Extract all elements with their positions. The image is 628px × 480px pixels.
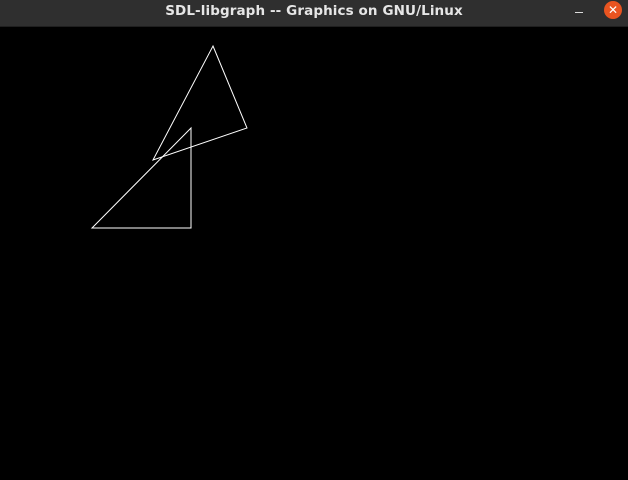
triangle-upper <box>151 44 248 161</box>
close-icon: ✕ <box>607 3 619 17</box>
minimize-button[interactable] <box>569 2 589 22</box>
graphics-canvas[interactable] <box>0 27 628 480</box>
drawing-surface <box>90 44 248 229</box>
triangle-lower <box>90 126 192 229</box>
window-title: SDL-libgraph -- Graphics on GNU/Linux <box>165 3 463 19</box>
close-button[interactable]: ✕ <box>604 1 622 19</box>
titlebar[interactable]: SDL-libgraph -- Graphics on GNU/Linux ✕ <box>0 0 628 27</box>
